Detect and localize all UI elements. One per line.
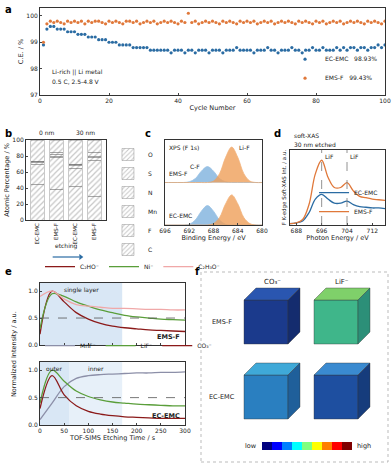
svg-text:XPS (F 1s): XPS (F 1s) — [169, 144, 199, 151]
svg-text:40: 40 — [174, 97, 182, 104]
svg-text:Ni⁻: Ni⁻ — [144, 263, 153, 270]
svg-text:a: a — [5, 4, 12, 15]
svg-text:EMS-F: EMS-F — [169, 170, 188, 177]
svg-text:C.E. / %: C.E. / % — [17, 39, 25, 64]
svg-text:F K-edge Soft-XAS Int. / a.u.: F K-edge Soft-XAS Int. / a.u. — [281, 150, 288, 226]
svg-text:692: 692 — [184, 227, 196, 234]
svg-text:80: 80 — [312, 97, 320, 104]
svg-text:200: 200 — [131, 427, 143, 434]
svg-text:c: c — [145, 128, 151, 139]
svg-text:EMS-F 99.43%: EMS-F 99.43% — [325, 74, 372, 81]
svg-text:30 nm etched: 30 nm etched — [294, 141, 336, 148]
svg-text:0: 0 — [38, 97, 42, 104]
svg-text:688: 688 — [291, 227, 303, 234]
svg-text:20: 20 — [16, 200, 24, 207]
svg-text:EC-EMC: EC-EMC — [152, 412, 180, 420]
svg-text:b: b — [5, 128, 12, 139]
svg-text:N: N — [148, 189, 153, 196]
svg-text:EMS-F: EMS-F — [53, 223, 59, 240]
svg-text:EMS-F: EMS-F — [157, 333, 180, 341]
svg-text:1.0: 1.0 — [28, 287, 38, 294]
svg-text:EC-EMC: EC-EMC — [354, 189, 377, 196]
svg-text:EMS-F: EMS-F — [91, 223, 97, 240]
svg-text:50: 50 — [60, 427, 68, 434]
svg-text:684: 684 — [232, 227, 244, 234]
svg-text:0.5: 0.5 — [28, 314, 38, 321]
svg-text:outer: outer — [46, 365, 63, 372]
svg-text:e: e — [5, 266, 12, 277]
svg-text:100: 100 — [379, 97, 391, 104]
svg-text:60: 60 — [243, 97, 251, 104]
svg-text:300: 300 — [179, 427, 191, 434]
svg-text:712: 712 — [367, 227, 379, 234]
svg-text:EC-EMC: EC-EMC — [34, 223, 40, 245]
svg-text:LiF⁻: LiF⁻ — [141, 342, 153, 349]
svg-text:680: 680 — [256, 227, 268, 234]
svg-text:0.5: 0.5 — [28, 394, 38, 401]
svg-text:d: d — [274, 128, 281, 139]
svg-text:Photon Energy / eV: Photon Energy / eV — [306, 234, 369, 242]
svg-text:1.0: 1.0 — [28, 366, 38, 373]
svg-text:99: 99 — [30, 38, 38, 45]
svg-text:C₂HO⁻: C₂HO⁻ — [80, 263, 99, 270]
svg-text:Mn: Mn — [148, 208, 157, 215]
svg-text:LiF⁻: LiF⁻ — [335, 278, 349, 286]
svg-text:high: high — [357, 442, 371, 450]
svg-text:Normalized Intensity / a.u.: Normalized Intensity / a.u. — [10, 311, 18, 397]
svg-text:0.5 C, 2.5-4.8 V: 0.5 C, 2.5-4.8 V — [52, 78, 100, 85]
svg-text:single layer: single layer — [64, 286, 99, 294]
svg-text:20: 20 — [105, 97, 113, 104]
svg-text:150: 150 — [107, 427, 119, 434]
svg-text:low: low — [245, 442, 257, 450]
svg-text:C: C — [148, 246, 152, 253]
svg-text:C₂H₃O⁻: C₂H₃O⁻ — [198, 263, 219, 270]
svg-text:0: 0 — [20, 216, 24, 223]
svg-text:Li-F: Li-F — [239, 144, 250, 151]
svg-text:97: 97 — [30, 91, 38, 98]
svg-text:CO₃⁻: CO₃⁻ — [197, 342, 211, 349]
svg-text:F: F — [148, 227, 152, 234]
svg-text:100: 100 — [12, 136, 24, 143]
svg-text:S: S — [148, 170, 152, 177]
svg-text:EC-EMC: EC-EMC — [169, 212, 192, 219]
svg-text:EC-EMC 98.93%: EC-EMC 98.93% — [325, 55, 377, 62]
svg-text:688: 688 — [208, 227, 220, 234]
svg-text:40: 40 — [16, 184, 24, 191]
svg-text:Binding Energy / eV: Binding Energy / eV — [181, 234, 246, 242]
svg-text:Atomic Percentage / %: Atomic Percentage / % — [3, 143, 11, 217]
svg-text:TOF-SIMS Etching Time / s: TOF-SIMS Etching Time / s — [69, 434, 156, 442]
svg-text:Li-rich || Li metal: Li-rich || Li metal — [52, 68, 103, 76]
svg-text:LiF: LiF — [325, 153, 334, 160]
svg-text:etching: etching — [55, 242, 78, 250]
svg-text:60: 60 — [16, 168, 24, 175]
svg-text:100: 100 — [26, 12, 38, 19]
svg-text:98: 98 — [30, 65, 38, 72]
svg-text:EMS-F: EMS-F — [212, 318, 232, 326]
svg-text:0.0: 0.0 — [28, 421, 38, 428]
svg-text:696: 696 — [316, 227, 328, 234]
svg-text:LiF: LiF — [350, 153, 359, 160]
svg-text:MnF⁻: MnF⁻ — [80, 342, 96, 349]
svg-text:704: 704 — [341, 227, 353, 234]
svg-text:0.0: 0.0 — [28, 341, 38, 348]
svg-text:30 nm: 30 nm — [76, 129, 95, 136]
svg-text:0: 0 — [38, 427, 42, 434]
svg-text:250: 250 — [155, 427, 167, 434]
svg-text:soft-XAS: soft-XAS — [294, 132, 319, 139]
svg-text:EC-EMC: EC-EMC — [209, 393, 235, 401]
svg-text:inner: inner — [88, 365, 104, 372]
svg-text:100: 100 — [83, 427, 95, 434]
svg-text:f: f — [195, 266, 200, 277]
svg-text:Cycle Number: Cycle Number — [190, 104, 236, 112]
svg-text:O: O — [148, 151, 153, 158]
svg-text:CO₃⁻: CO₃⁻ — [264, 278, 281, 286]
svg-text:EC-EMC: EC-EMC — [72, 223, 78, 245]
svg-text:80: 80 — [16, 152, 24, 159]
svg-text:C-F: C-F — [190, 163, 200, 170]
svg-text:EMS-F: EMS-F — [354, 208, 373, 215]
svg-text:0 nm: 0 nm — [39, 129, 55, 136]
svg-text:696: 696 — [159, 227, 171, 234]
